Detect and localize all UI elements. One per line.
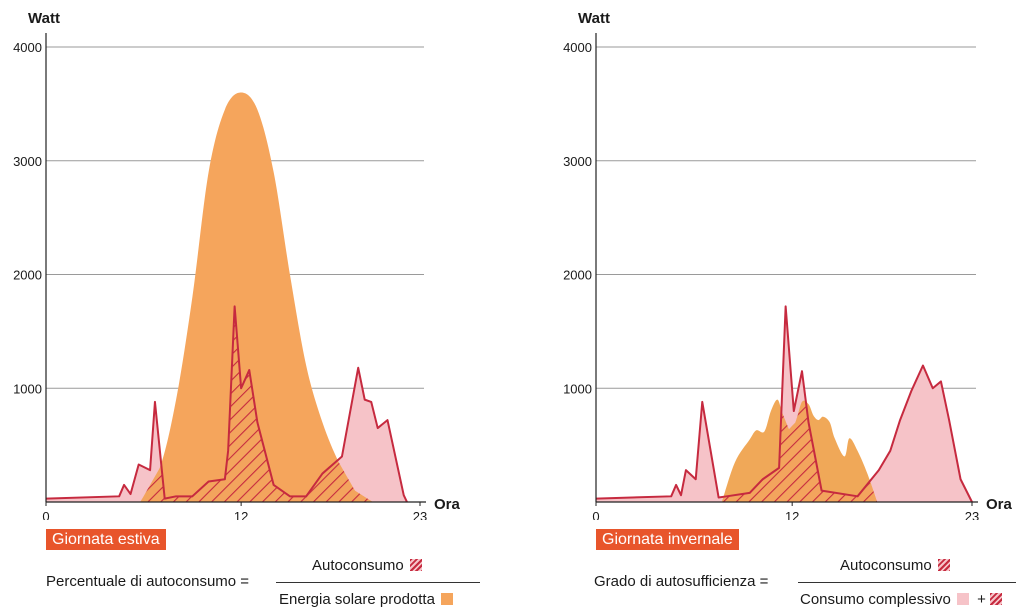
x-tick-label: 0 [42,509,49,520]
chart-title-tag: Giornata invernale [596,529,739,550]
consumption-area [596,306,972,502]
x-tick-label: 23 [965,509,979,520]
consumption-area [46,306,407,502]
self-consumption-area [140,306,373,502]
hatch-swatch-icon [989,593,1002,605]
formula-lhs: Grado di autosufficienza = [594,573,769,590]
x-tick-label: 12 [234,509,248,520]
formula-denominator-text: Energia solare prodotta [279,591,435,608]
summer-chart: 1000 2000 3000 4000 0 12 23 Watt Ora [13,10,461,524]
formula-denominator: Energia solare prodotta [279,591,453,608]
hatch-swatch-icon [937,559,950,571]
formula-numerator: Autoconsumo [312,557,422,574]
consumption-line [45,305,408,503]
y-axis-label: Watt [578,10,610,27]
formula-numerator-text: Autoconsumo [312,557,404,574]
hatch-swatch-icon [409,559,422,571]
y-tick-label: 4000 [563,40,592,55]
fraction-bar [276,582,480,583]
y-tick-label: 4000 [13,40,42,55]
solar-production-area [140,92,373,502]
winter-chart-panel: 1000 2000 3000 4000 0 12 23 Watt Ora Giornata in… [550,0,1024,614]
x-axis-label: Ora [434,496,461,513]
formula-numerator: Autoconsumo [840,557,950,574]
fraction-bar [798,582,1016,583]
summer-chart-panel: 1000 2000 3000 4000 0 12 23 Watt Ora Giornata es… [0,0,500,614]
x-tick-label: 23 [413,509,427,520]
y-tick-label: 3000 [13,154,42,169]
formula-numerator-text: Autoconsumo [840,557,932,574]
y-tick-label: 1000 [563,381,592,396]
y-tick-label: 3000 [563,154,592,169]
consumption-line [595,305,973,503]
pink-swatch-icon [956,593,969,605]
formula-denominator: Consumo complessivo + [800,591,1002,608]
y-axis-label: Watt [28,10,60,27]
y-tick-label: 2000 [13,268,42,283]
plus-sign: + [977,591,986,608]
formula-denominator-text: Consumo complessivo [800,591,951,608]
y-tick-label: 1000 [13,381,42,396]
x-tick-label: 12 [785,509,799,520]
chart-title-tag: Giornata estiva [46,529,166,550]
self-consumption-area [721,401,878,502]
orange-swatch-icon [440,593,453,605]
x-axis-label: Ora [986,496,1013,513]
winter-chart: 1000 2000 3000 4000 0 12 23 Watt Ora [563,10,1013,524]
formula-lhs: Percentuale di autoconsumo = [46,573,250,590]
y-tick-label: 2000 [563,268,592,283]
x-tick-label: 0 [592,509,599,520]
